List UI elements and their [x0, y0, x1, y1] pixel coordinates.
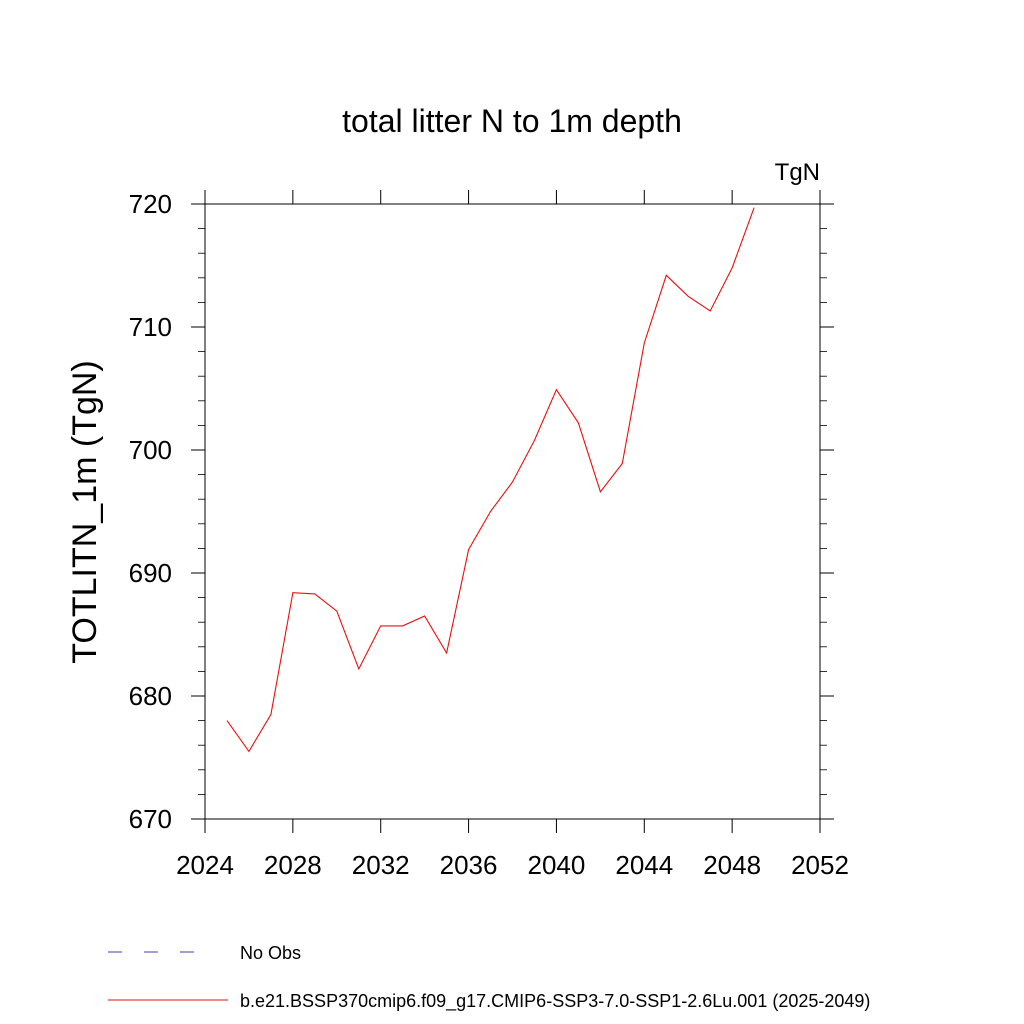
- y-tick-label: 700: [129, 435, 172, 465]
- chart-title: total litter N to 1m depth: [342, 103, 682, 139]
- y-tick-label: 680: [129, 681, 172, 711]
- x-tick-label: 2028: [264, 850, 322, 880]
- legend-label: b.e21.BSSP370cmip6.f09_g17.CMIP6-SSP3-7.…: [240, 991, 870, 1012]
- x-tick-label: 2044: [615, 850, 673, 880]
- y-tick-label: 670: [129, 804, 172, 834]
- series-line-1: [226, 207, 755, 753]
- x-tick-label: 2024: [176, 850, 234, 880]
- legend: No Obs b.e21.BSSP370cmip6.f09_g17.CMIP6-S…: [108, 943, 870, 1012]
- y-axis-label: TOTLITN_1m (TgN): [66, 360, 104, 664]
- units-label: TgN: [775, 159, 820, 186]
- plot-frame: [204, 203, 821, 820]
- y-tick-label: 690: [129, 558, 172, 588]
- y-tick-label: 710: [129, 312, 172, 342]
- legend-label: No Obs: [240, 943, 301, 963]
- x-tick-label: 2048: [703, 850, 761, 880]
- x-tick-label: 2036: [440, 850, 498, 880]
- plot-area: 2024 2028 2032 2036 2040 2044 2048 2052 670 680 69…: [129, 189, 849, 880]
- y-tick-label: 720: [129, 189, 172, 219]
- x-tick-label: 2040: [528, 850, 586, 880]
- x-tick-label: 2032: [352, 850, 410, 880]
- x-tick-label: 2052: [791, 850, 849, 880]
